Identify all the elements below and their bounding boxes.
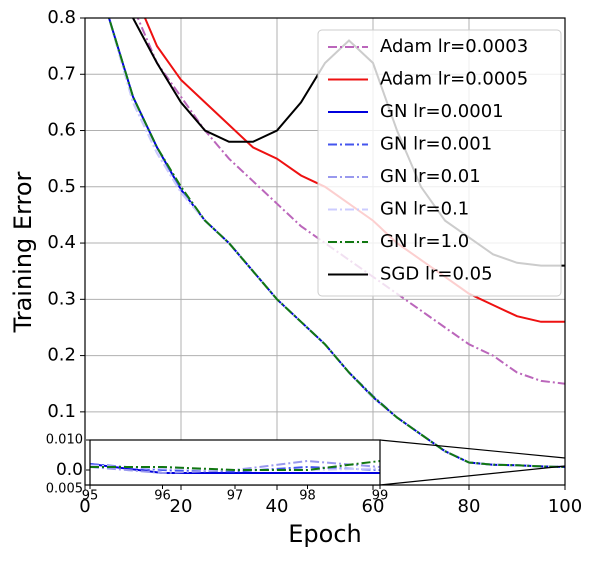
y-tick-label: 0.6 [47,120,76,141]
y-tick-label: 0.8 [47,7,76,28]
y-tick-label: 0.7 [47,63,76,84]
x-tick-label: 98 [299,489,316,504]
legend-box [317,29,562,297]
x-tick-label: 80 [458,496,481,517]
legend-label: GN lr=1.0 [380,231,469,252]
zoom-line [379,465,566,486]
y-tick-label: 0.5 [47,176,76,197]
y-tick-label: 0.005 [46,482,83,497]
x-tick-label: 99 [372,489,389,504]
legend-label: GN lr=0.001 [380,134,492,155]
plot-lines [90,459,380,475]
legend-label: Adam lr=0.0005 [380,69,528,90]
line [90,459,380,475]
line [90,460,380,471]
x-tick-label: 95 [82,489,99,504]
x-axis-label: Epoch [288,520,362,548]
x-tick-label: 97 [227,489,244,504]
y-axis-label: Training Error [9,171,37,333]
x-tick-label: 20 [170,496,193,517]
x-tick-label: 0 [79,496,90,517]
x-tick-label: 60 [362,496,385,517]
legend-label: GN lr=0.01 [380,166,481,187]
y-tick-label: 0.4 [47,232,76,253]
inset-bg [90,440,380,485]
x-tick-label: 100 [548,496,582,517]
x-tick-label: 40 [266,496,289,517]
plot-lines [107,18,565,468]
inset-frame [89,439,381,486]
y-tick-label: 0.3 [47,288,76,309]
legend-label: GN lr=0.1 [380,199,469,220]
y-tick-label: 0.0 [56,460,83,480]
line [90,464,380,471]
y-tick-label: 0.2 [47,345,76,366]
zoom-line [379,439,566,459]
line [107,18,565,468]
x-tick-label: 96 [154,489,171,504]
y-tick-label: 0.010 [46,433,83,448]
legend-label: SGD lr=0.05 [380,264,493,285]
line [90,463,380,474]
legend-label: GN lr=0.0001 [380,101,504,122]
legend-label: Adam lr=0.0003 [380,36,528,57]
y-tick-label: 0.1 [47,401,76,422]
